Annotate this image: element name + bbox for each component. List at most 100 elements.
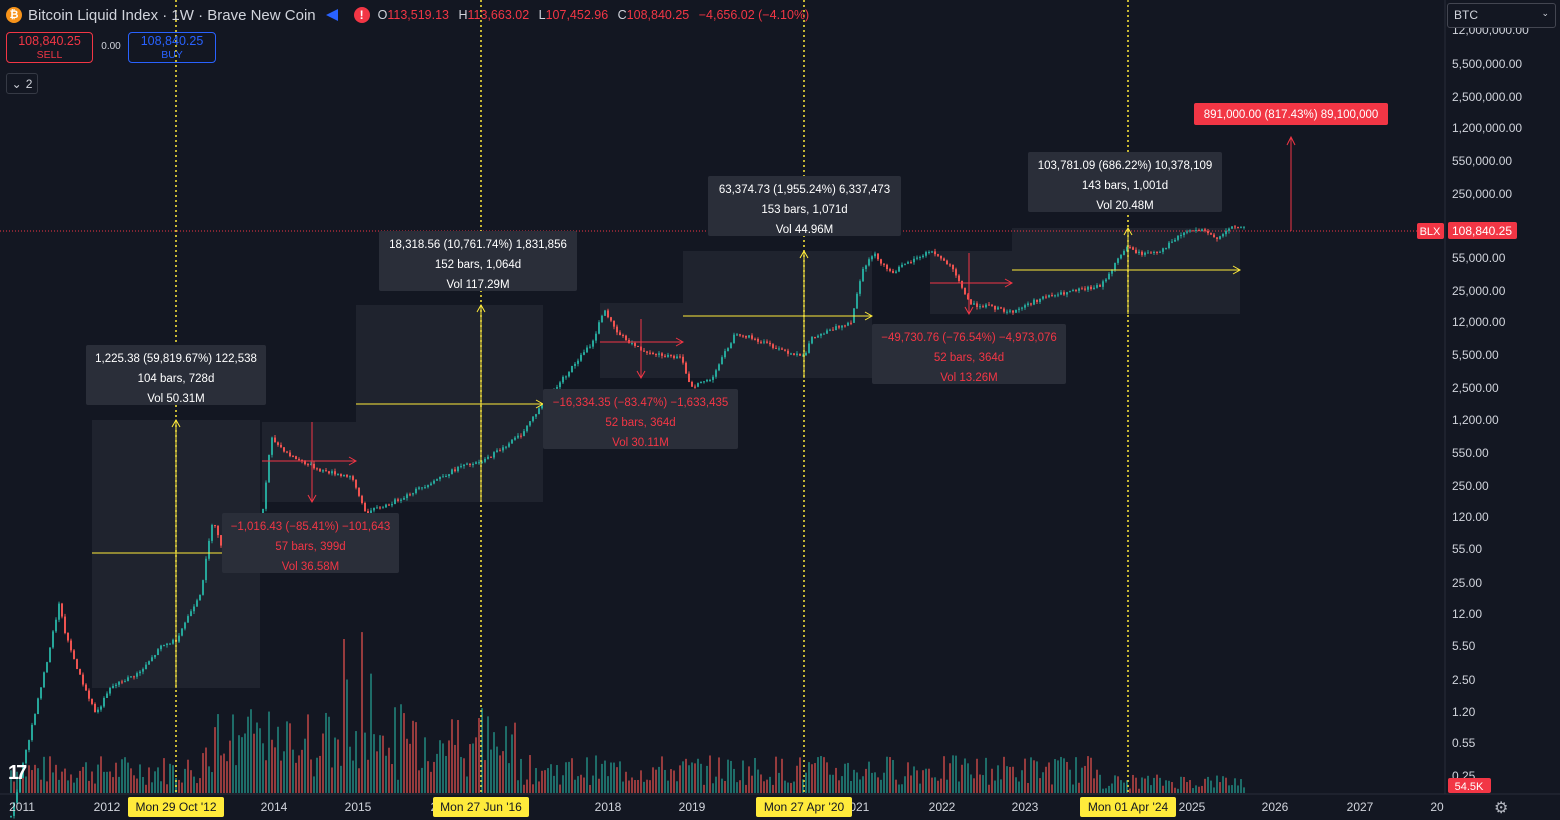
candle-body bbox=[688, 373, 690, 382]
volume-bar bbox=[283, 751, 285, 793]
volume-bar bbox=[985, 757, 987, 793]
volume-bar bbox=[130, 768, 132, 793]
candle-body bbox=[304, 460, 306, 465]
arrow-right-icon bbox=[1004, 278, 1014, 288]
candle-body bbox=[940, 255, 942, 259]
volume-bar bbox=[322, 733, 324, 793]
candle-body bbox=[1003, 308, 1005, 312]
volume-bar bbox=[610, 762, 612, 793]
candle-body bbox=[919, 257, 921, 259]
measure-label-text: Vol 36.58M bbox=[282, 561, 340, 573]
candle-body bbox=[436, 479, 438, 481]
volume-bar bbox=[709, 755, 711, 793]
volume-bar bbox=[676, 781, 678, 793]
candle-body bbox=[1099, 285, 1101, 287]
volume-bar bbox=[202, 753, 204, 793]
candle-body bbox=[937, 254, 939, 256]
volume-bar bbox=[1234, 778, 1236, 793]
volume-bar bbox=[832, 774, 834, 793]
volume-bar bbox=[1183, 776, 1185, 793]
symbol-search-input[interactable]: BTC ⌄ bbox=[1447, 3, 1556, 28]
volume-bar bbox=[436, 753, 438, 793]
measure-label-up-2020: 63,374.73 (1,955.24%) 6,337,473 153 bars,… bbox=[708, 176, 901, 236]
candle-body bbox=[895, 271, 897, 273]
volume-bar bbox=[298, 755, 300, 793]
time-axis-label: 2022 bbox=[929, 800, 956, 814]
price-axis-label: 5,500,000.00 bbox=[1452, 57, 1522, 71]
candle-body bbox=[25, 749, 27, 764]
candle-body bbox=[991, 304, 993, 306]
candle-body bbox=[760, 341, 762, 343]
volume-bar bbox=[391, 764, 393, 793]
volume-bar bbox=[94, 783, 96, 793]
volume-bar bbox=[196, 783, 198, 793]
collapse-indicators-button[interactable]: ⌄ 2 bbox=[6, 73, 38, 94]
volume-bar bbox=[217, 714, 219, 793]
volume-bar bbox=[364, 732, 366, 793]
volume-bar bbox=[565, 762, 567, 793]
candle-body bbox=[1123, 251, 1125, 255]
volume-bar bbox=[475, 737, 477, 793]
candle-body bbox=[502, 447, 504, 451]
volume-bar bbox=[493, 732, 495, 793]
measure-label-text: 143 bars, 1,001d bbox=[1082, 180, 1168, 192]
date-tag-bg bbox=[433, 797, 529, 817]
price-axis-label: 12.00 bbox=[1452, 607, 1482, 621]
candle-body bbox=[100, 706, 102, 710]
candle-body bbox=[850, 322, 852, 324]
candle-body bbox=[1033, 299, 1035, 305]
candle-body bbox=[733, 334, 735, 344]
volume-bar bbox=[1018, 781, 1020, 793]
flag-icon[interactable] bbox=[325, 9, 338, 21]
buy-button[interactable]: 108,840.25 BUY bbox=[128, 32, 216, 63]
candle-body bbox=[928, 251, 930, 253]
volume-bar bbox=[907, 762, 909, 793]
volume-bar bbox=[598, 778, 600, 793]
candle-body bbox=[1225, 230, 1227, 235]
candle-body bbox=[157, 649, 159, 656]
candle-body bbox=[751, 335, 753, 339]
volume-bar bbox=[583, 777, 585, 793]
volume-bar bbox=[157, 767, 159, 793]
candle-body bbox=[199, 594, 201, 601]
volume-bar bbox=[211, 772, 213, 793]
sell-button[interactable]: 108,840.25 SELL bbox=[6, 32, 93, 63]
measure-label-bg bbox=[1028, 152, 1222, 212]
volume-bar bbox=[412, 720, 414, 793]
candle-body bbox=[298, 459, 300, 461]
volume-bar bbox=[394, 707, 396, 793]
candle-body bbox=[484, 458, 486, 462]
candle-body bbox=[523, 431, 525, 436]
volume-bar bbox=[643, 781, 645, 793]
volume-bar bbox=[289, 723, 291, 793]
measure-label-text: Vol 30.11M bbox=[612, 437, 669, 449]
alert-icon[interactable]: ! bbox=[353, 7, 370, 23]
volume-bar bbox=[766, 779, 768, 793]
price-axis-label: 250,000.00 bbox=[1452, 187, 1512, 201]
candle-body bbox=[214, 525, 216, 527]
candle-body bbox=[130, 676, 132, 678]
candle-body bbox=[814, 336, 816, 338]
candle-body bbox=[370, 510, 372, 514]
buy-price: 108,840.25 bbox=[140, 34, 204, 48]
candle-body bbox=[694, 386, 696, 388]
gear-icon[interactable]: ⚙ bbox=[1494, 800, 1509, 817]
candle-body bbox=[658, 353, 660, 355]
volume-bar bbox=[700, 763, 702, 793]
candle-body bbox=[46, 662, 48, 673]
candle-body bbox=[787, 350, 789, 354]
candle-body bbox=[346, 474, 348, 477]
symbol-title[interactable]: Bitcoin Liquid Index · 1W · Brave New Co… bbox=[28, 6, 316, 24]
volume-bar bbox=[1180, 776, 1182, 793]
candle-body bbox=[715, 370, 717, 377]
volume-bar bbox=[181, 782, 183, 793]
volume-bar bbox=[613, 762, 615, 793]
volume-bar bbox=[1036, 761, 1038, 793]
volume-bar bbox=[1048, 762, 1050, 793]
candle-body bbox=[1021, 307, 1023, 309]
candle-body bbox=[1135, 249, 1137, 254]
volume-bar bbox=[796, 765, 798, 793]
candle-body bbox=[670, 354, 672, 356]
volume-bar bbox=[1135, 777, 1137, 793]
